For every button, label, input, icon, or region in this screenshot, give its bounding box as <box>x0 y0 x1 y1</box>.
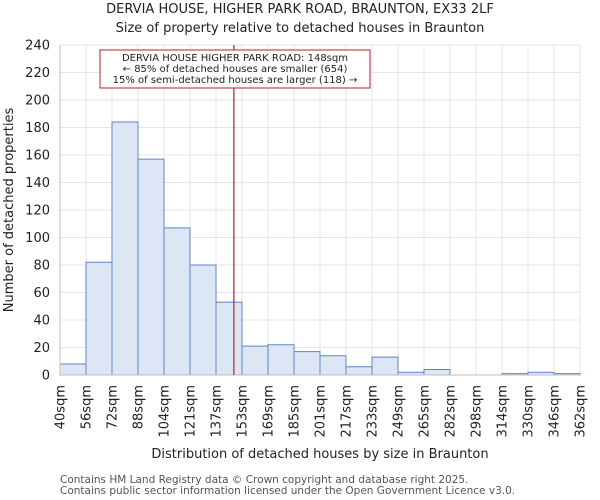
x-tick-label: 137sqm <box>210 385 225 438</box>
y-tick-label: 20 <box>33 341 50 356</box>
histogram-bar <box>293 351 321 376</box>
y-tick-label: 240 <box>25 39 50 54</box>
bars <box>59 121 581 376</box>
y-tick-label: 40 <box>33 314 50 329</box>
marker-annotation: DERVIA HOUSE HIGHER PARK ROAD: 148sqm ← … <box>99 49 371 89</box>
histogram-bar <box>189 264 217 376</box>
y-tick-label: 140 <box>25 176 50 191</box>
histogram-bar <box>345 366 373 376</box>
histogram-bar <box>111 121 139 376</box>
x-tick-label: 72sqm <box>106 385 121 429</box>
y-tick-label: 160 <box>25 149 50 164</box>
annotation-line-3: 15% of semi-detached houses are larger (… <box>113 75 358 86</box>
x-tick-label: 56sqm <box>80 385 95 429</box>
x-tick-label: 169sqm <box>262 385 277 438</box>
histogram-bar <box>163 227 191 376</box>
x-tick-label: 346sqm <box>548 385 563 438</box>
y-tick-label: 180 <box>25 121 50 136</box>
y-tick-label: 200 <box>25 94 50 109</box>
y-tick-label: 0 <box>42 369 50 384</box>
y-ticks: 0 20 40 60 80 100 120 140 160 180 200 220 240 <box>25 39 50 384</box>
histogram-bar <box>241 345 269 376</box>
x-tick-label: 121sqm <box>184 385 199 438</box>
x-tick-label: 362sqm <box>574 385 589 438</box>
x-tick-label: 104sqm <box>158 385 173 438</box>
x-tick-label: 185sqm <box>288 385 303 438</box>
x-axis-label: Distribution of detached houses by size … <box>151 447 488 462</box>
x-tick-label: 153sqm <box>236 385 251 438</box>
histogram-bar <box>59 363 87 376</box>
credit-line-2: Contains public sector information licen… <box>60 485 515 497</box>
histogram-bar <box>215 301 243 376</box>
y-tick-label: 80 <box>33 259 50 274</box>
annotation-line-2: ← 85% of detached houses are smaller (65… <box>123 64 348 75</box>
x-tick-label: 40sqm <box>54 385 69 429</box>
y-tick-label: 100 <box>25 231 50 246</box>
chart-subtitle: Size of property relative to detached ho… <box>116 21 485 36</box>
x-ticks: 40sqm 56sqm 72sqm 88sqm 104sqm 121sqm 137sqm 15… <box>54 385 589 438</box>
axes <box>59 45 580 376</box>
y-axis-label: Number of detached properties <box>2 108 17 313</box>
histogram-bar <box>267 344 295 376</box>
x-tick-label: 265sqm <box>418 385 433 438</box>
x-tick-label: 233sqm <box>366 385 381 438</box>
y-tick-label: 60 <box>33 286 50 301</box>
x-tick-label: 314sqm <box>496 385 511 438</box>
y-tick-label: 220 <box>25 66 50 81</box>
histogram-bar <box>423 369 451 376</box>
x-tick-label: 249sqm <box>392 385 407 438</box>
x-tick-label: 217sqm <box>340 385 355 438</box>
x-tick-label: 298sqm <box>470 385 485 438</box>
x-tick-label: 282sqm <box>444 385 459 438</box>
histogram-bar <box>319 355 347 376</box>
x-tick-label: 201sqm <box>314 385 329 438</box>
annotation-line-1: DERVIA HOUSE HIGHER PARK ROAD: 148sqm <box>122 53 348 64</box>
histogram-bar <box>85 261 113 376</box>
annotation-box <box>99 49 371 89</box>
x-tick-label: 330sqm <box>522 385 537 438</box>
chart-title: DERVIA HOUSE, HIGHER PARK ROAD, BRAUNTON… <box>106 2 494 17</box>
histogram-bar <box>371 356 399 376</box>
x-tick-label: 88sqm <box>132 385 147 429</box>
y-tick-label: 120 <box>25 204 50 219</box>
histogram-bar <box>137 158 165 376</box>
credit-line-1: Contains HM Land Registry data © Crown c… <box>60 474 468 486</box>
